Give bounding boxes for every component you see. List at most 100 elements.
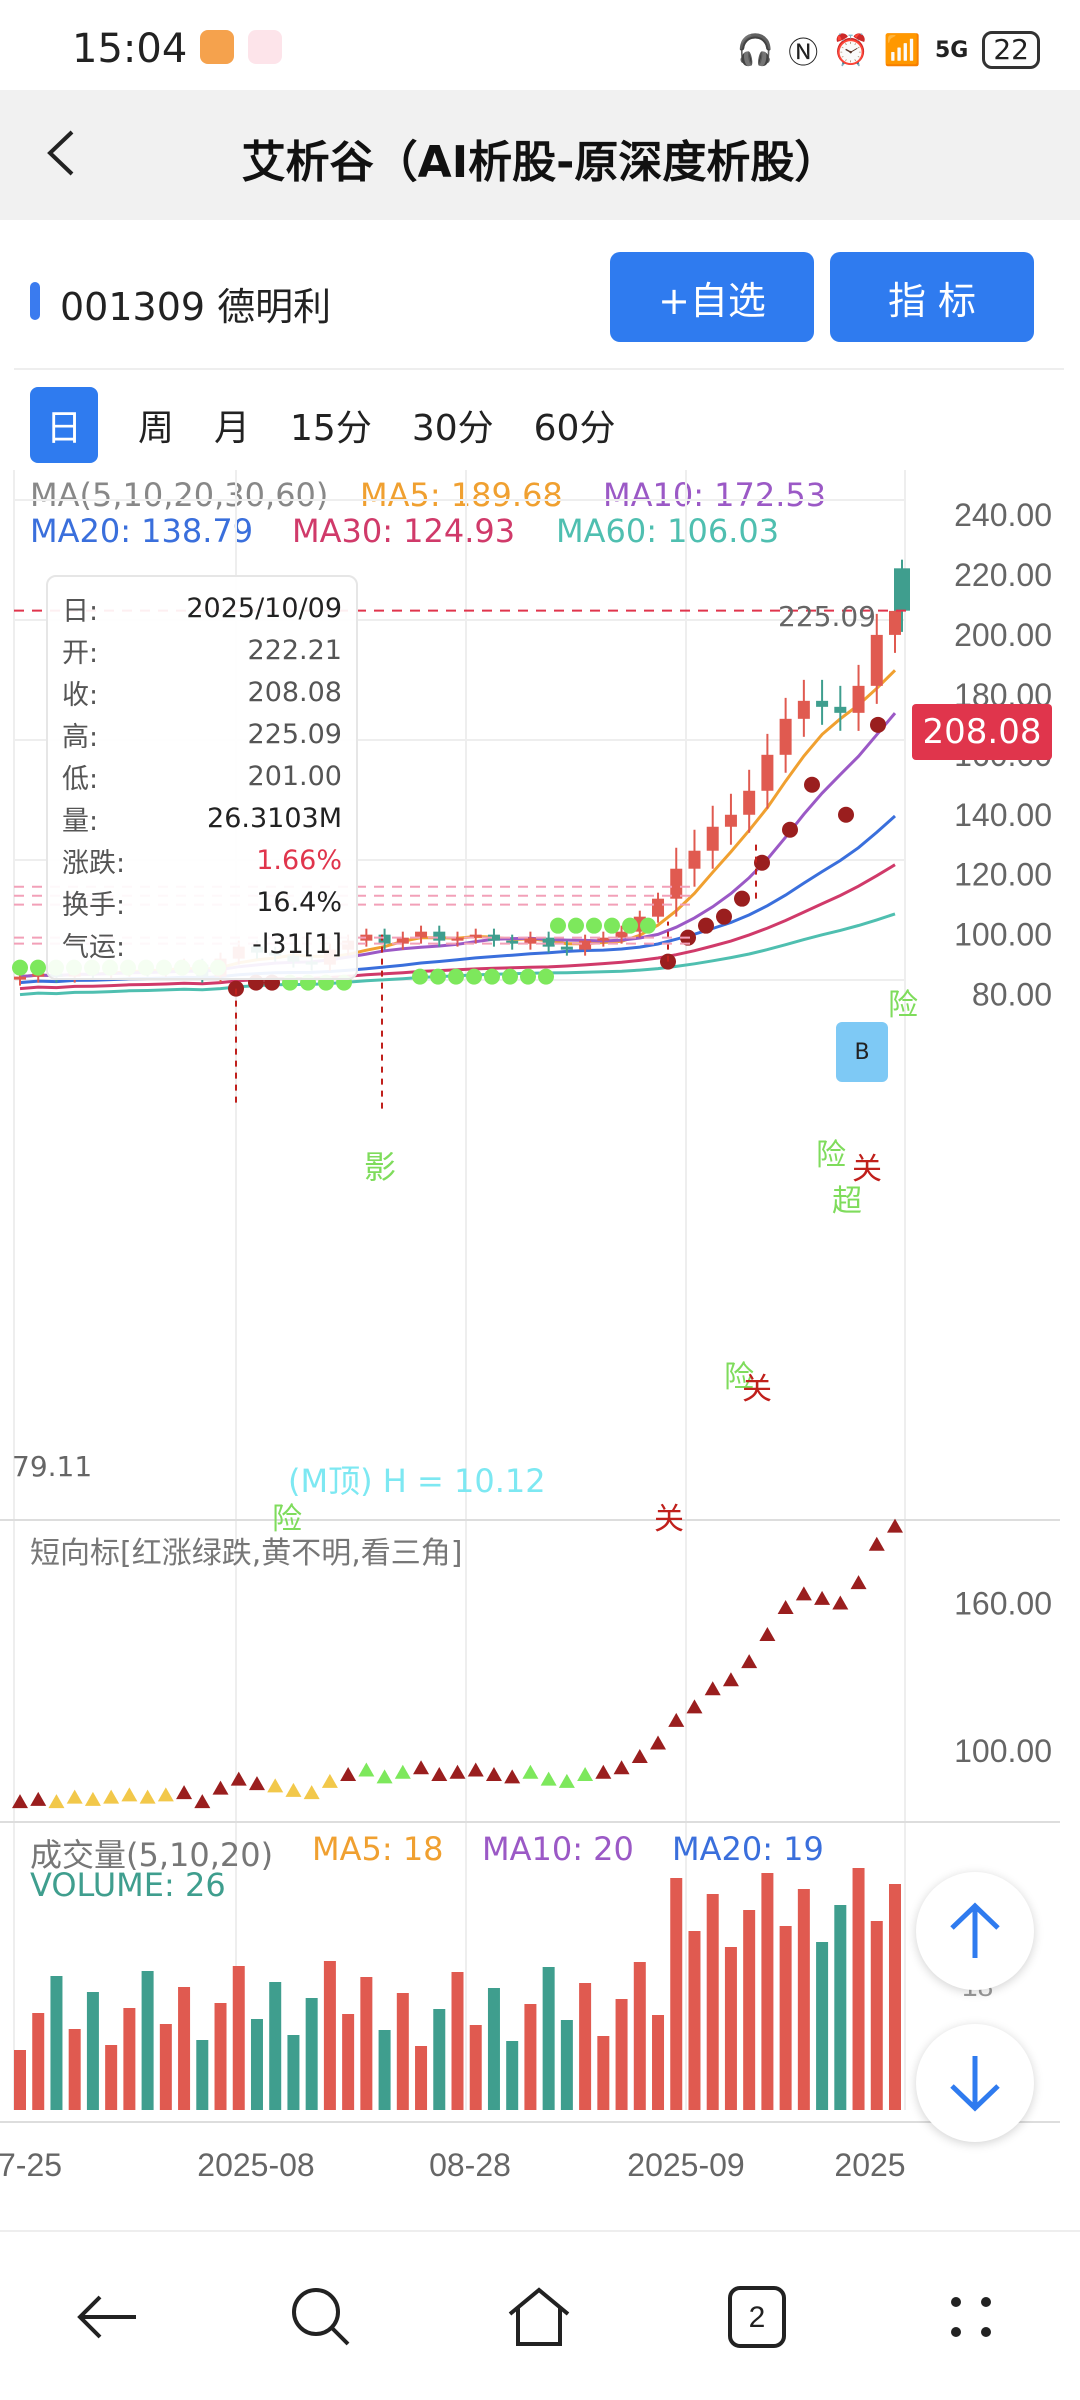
short-triangle [722,1672,739,1687]
volume-bar [834,1905,847,2110]
ohlc-info-box: 日: 2025/10/09 开: 222.21 收: 208.08 高: 225.09 … [46,575,358,980]
home-button[interactable] [494,2272,584,2362]
tab-month[interactable]: 月 [214,408,251,449]
volume-bar [633,1962,646,2110]
tab-60min[interactable]: 60分 [533,408,616,449]
volume-bar [141,1971,154,2110]
green-dot [622,917,638,934]
short-triangle [30,1791,47,1806]
volume-value: VOLUME: 26 [30,1866,226,1904]
candle-body [724,814,737,827]
info-row: 收: 208.08 [62,676,342,711]
price-axis: 240.00220.00200.00180.00160.00140.00120.… [14,497,1052,1013]
green-dot [484,968,500,985]
search-icon [292,2288,350,2346]
candle-body [378,934,391,944]
volume-bar [797,1889,810,2110]
short-triangle [887,1518,903,1533]
volume-bar [14,2050,26,2110]
volume-title: 成交量(5,10,20) [30,1836,274,1874]
search-button[interactable] [276,2272,366,2362]
price-axis-label: 200.00 [954,617,1052,653]
candle-body [652,898,665,917]
price-axis-label: 120.00 [954,857,1052,893]
short-triangle [321,1773,338,1788]
menu-dots-icon [951,2297,991,2337]
signal-xian-4: 险 [888,988,918,1023]
short-triangle [522,1764,539,1779]
short-triangle [103,1789,120,1804]
app-notification-icon [200,30,234,64]
buy-marker[interactable]: B [836,1022,888,1082]
tab-15min[interactable]: 15分 [290,408,372,449]
volume-chart: 18 [14,1868,993,2110]
tabs-count-icon: 2 [728,2286,786,2348]
buy-marker-label: B [854,1039,870,1065]
short-triangle [686,1699,703,1714]
volume-bar [506,2041,519,2110]
volume-bar [688,1931,701,2110]
green-dot [550,917,566,934]
tabs-button[interactable]: 2 [712,2272,802,2362]
candle-body [761,754,774,791]
volume-bar [889,1884,901,2110]
volume-bar [50,1976,63,2110]
tab-day[interactable]: 日 [30,387,98,463]
volume-bar [670,1878,683,2110]
short-triangle [832,1595,849,1610]
tab-30min[interactable]: 30分 [411,408,494,449]
volume-bar [360,1977,373,2110]
back-button[interactable] [30,118,100,188]
short-triangle [431,1767,448,1782]
candles [14,559,910,986]
red-dot [870,716,886,733]
tab-week[interactable]: 周 [138,408,175,449]
volume-ma10: MA10: 20 [482,1830,634,1868]
volume-bar [323,1961,336,2110]
candle-body [743,790,756,815]
candle-body [779,718,792,755]
volume-bar [870,1921,883,2110]
price-axis-label: 80.00 [972,977,1052,1013]
candle-body [597,937,610,941]
stock-header: 001309 德明利 +自选 指 标 [0,220,1080,370]
browser-bottom-nav: 2 [0,2230,1080,2400]
info-row: 低: 201.00 [62,760,342,795]
short-triangle [613,1760,630,1775]
short-triangle [48,1794,65,1809]
volume-bar [105,2045,118,2110]
ma5-legend: MA5: 189.68 [360,476,563,514]
candle-body [797,700,810,719]
candle-body [816,700,829,707]
scroll-up-button[interactable] [916,1872,1034,1990]
volume-bar [487,1988,500,2110]
green-dot [568,917,584,934]
price-axis-label: 100.00 [954,917,1052,953]
volume-bar [269,1982,282,2110]
scroll-down-button[interactable] [916,2024,1034,2142]
x-axis: 7-25 2025-08 08-28 2025-09 2025 [0,2147,906,2183]
green-dot [412,968,428,985]
short-triangle [704,1681,721,1696]
menu-button[interactable] [926,2272,1016,2362]
green-dot [604,917,620,934]
red-dot [838,806,854,823]
short-triangle [504,1769,521,1784]
volume-bar [232,1966,245,2110]
x-axis-label: 2025 [834,2147,905,2183]
red-dot [698,917,714,934]
add-watchlist-button[interactable]: +自选 [610,252,814,342]
green-dot [466,968,482,985]
max-price-label: 225.09 [778,600,876,633]
short-triangle [176,1785,193,1800]
browser-back-button[interactable] [62,2272,152,2362]
volume-bar [250,2019,263,2110]
green-dot [586,917,602,934]
candle-body [688,850,701,869]
candle-body [870,634,883,686]
short-triangle [394,1764,411,1779]
candle-body [579,940,592,950]
volume-bar [433,2009,446,2110]
indicator-button[interactable]: 指 标 [830,252,1034,342]
volume-bar [816,1942,829,2110]
